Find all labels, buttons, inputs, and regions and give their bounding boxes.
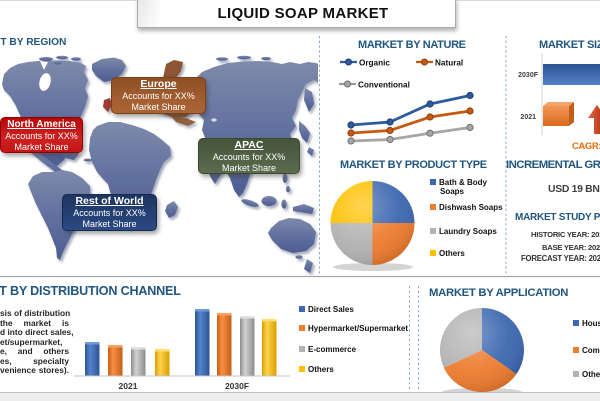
svg-text:2021: 2021: [520, 114, 536, 121]
svg-text:2030F: 2030F: [518, 72, 539, 79]
svg-text:Conventional: Conventional: [358, 81, 410, 90]
svg-text:Natural: Natural: [435, 59, 463, 68]
svg-text:Organic: Organic: [359, 59, 390, 68]
svg-text:2021: 2021: [119, 381, 138, 391]
svg-text:2030F: 2030F: [225, 381, 249, 391]
